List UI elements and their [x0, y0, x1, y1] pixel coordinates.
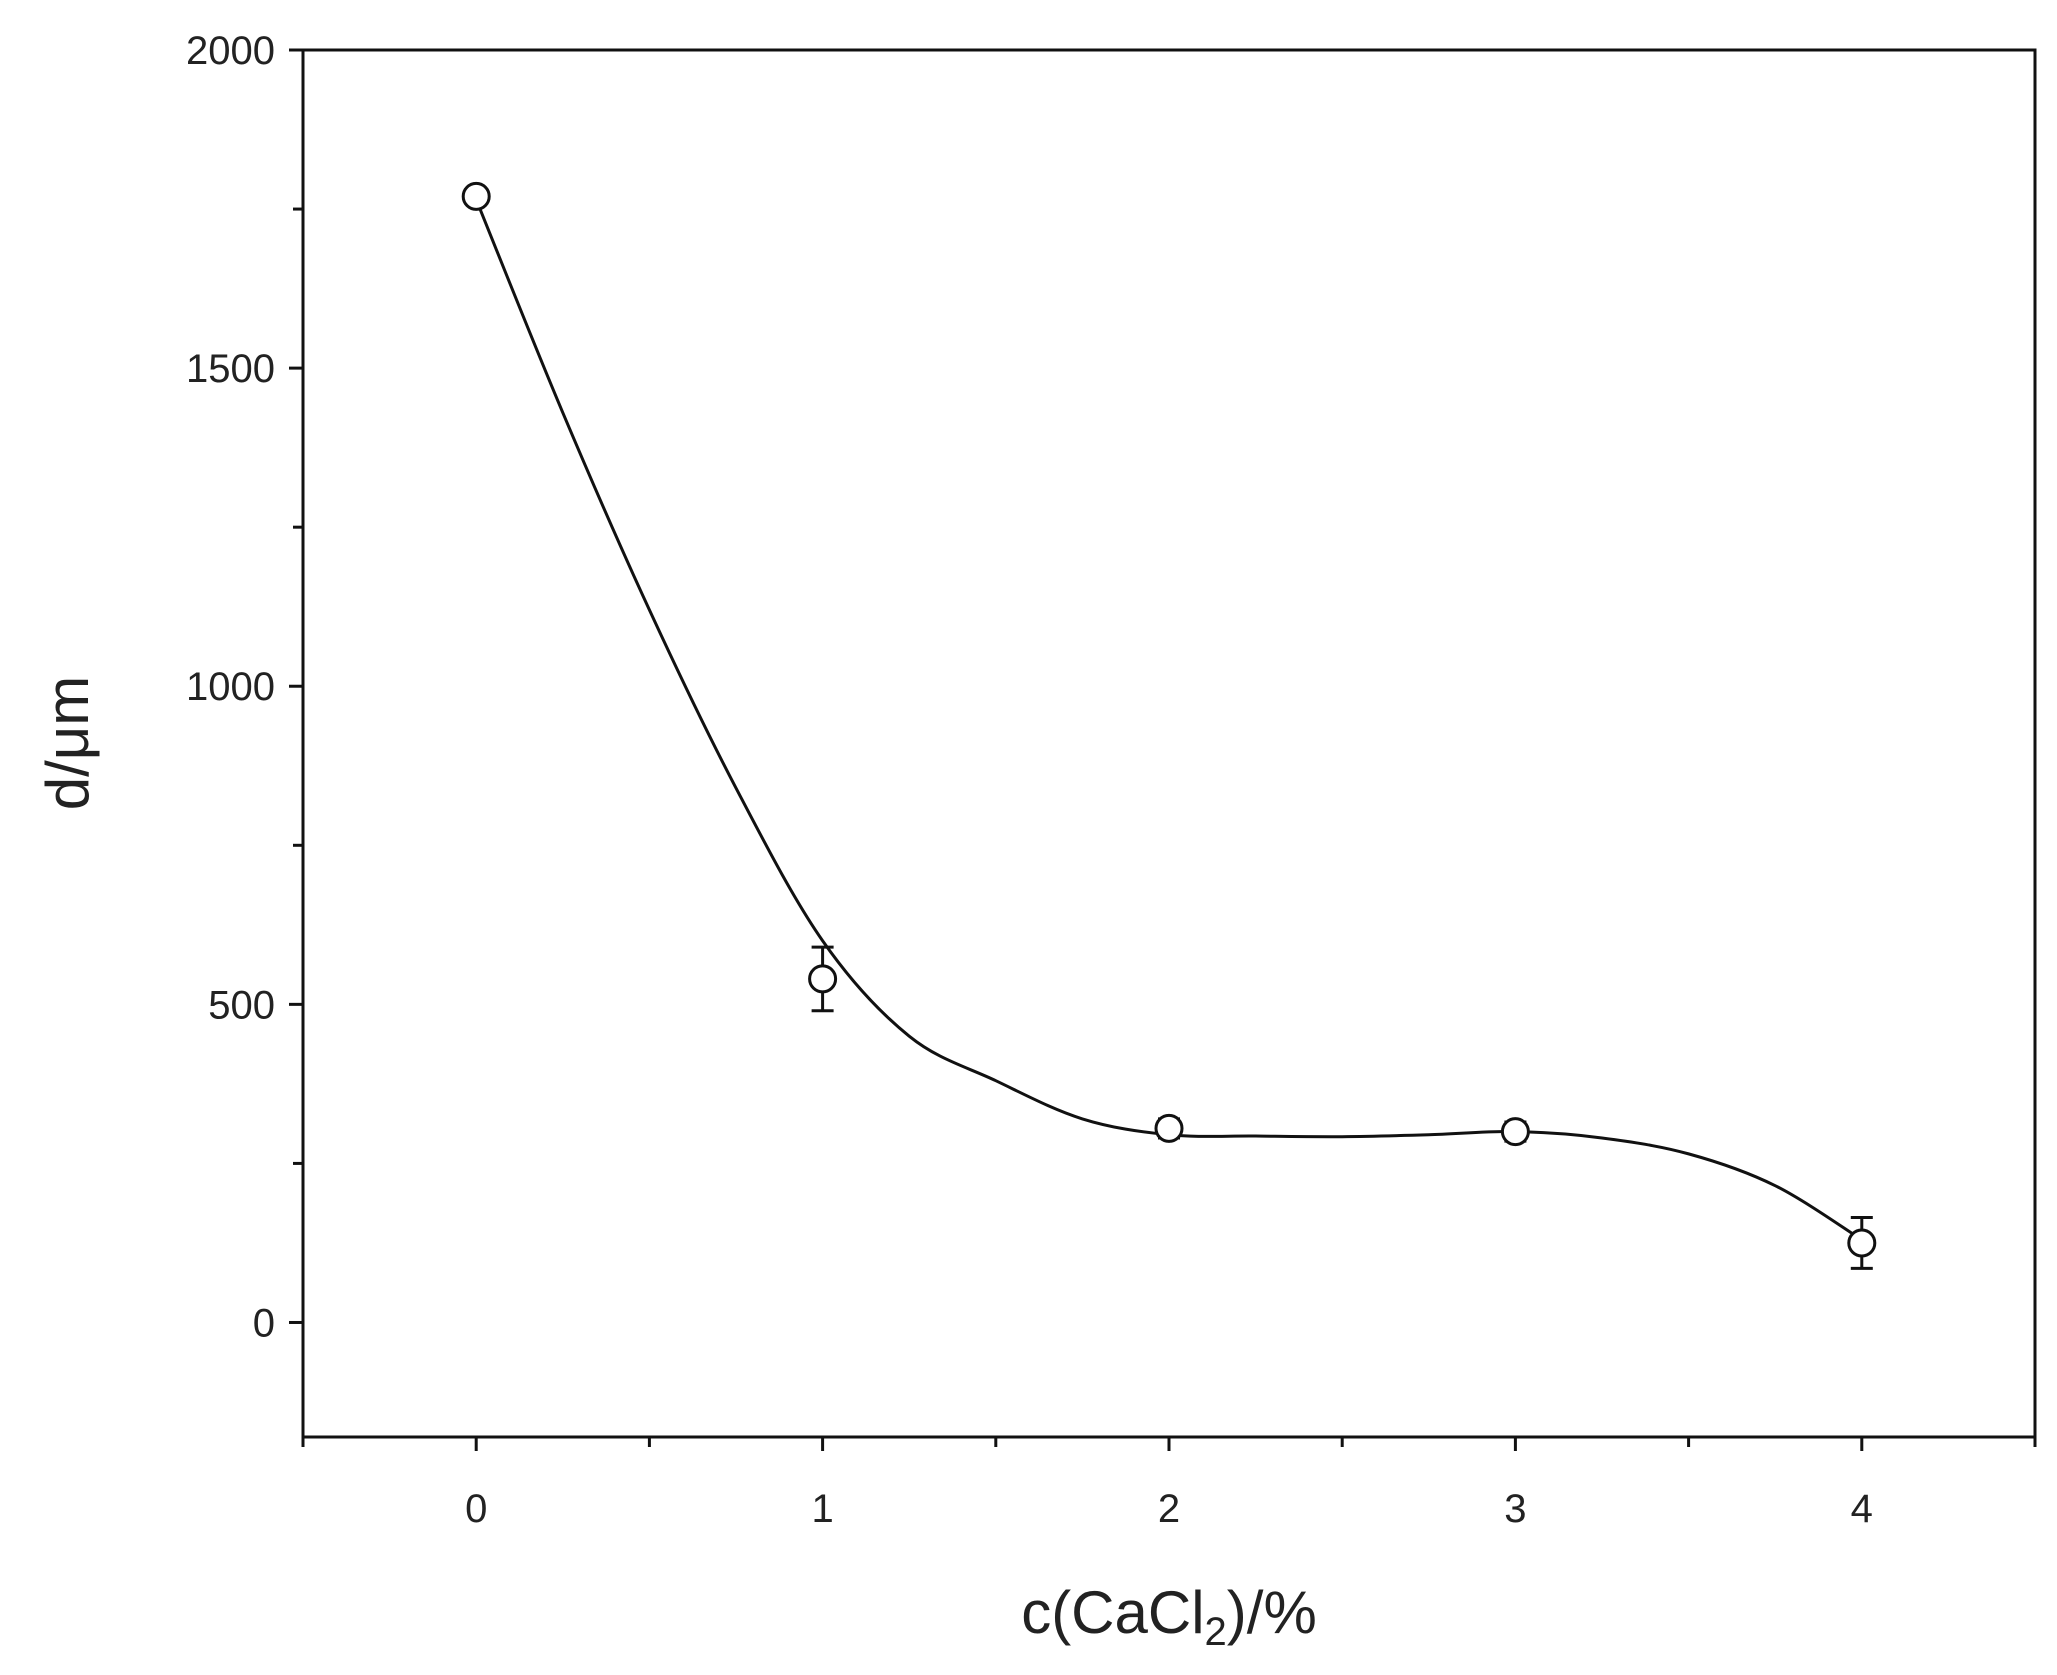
data-point — [808, 945, 838, 1013]
y-axis-ticks: 0 500 1000 1500 2000 — [186, 29, 303, 1345]
y-axis-title: d/μm — [34, 676, 101, 811]
y-tick-label: 500 — [208, 983, 275, 1027]
y-tick-label: 1500 — [186, 347, 275, 391]
plot-frame — [301, 48, 2037, 1439]
fit-curve — [474, 198, 1863, 1242]
marker — [1154, 1113, 1184, 1143]
x-tick-label: 4 — [1851, 1487, 1873, 1531]
x-axis-ticks: 0 1 2 3 4 — [301, 1437, 2037, 1531]
marker — [461, 181, 491, 211]
x-tick-label: 2 — [1158, 1487, 1180, 1531]
marker — [1500, 1117, 1530, 1147]
data-point — [461, 181, 491, 211]
y-tick-label: 0 — [253, 1301, 275, 1345]
data-point — [1500, 1117, 1530, 1147]
marker — [1847, 1228, 1877, 1258]
x-tick-label: 1 — [811, 1487, 833, 1531]
x-tick-label: 3 — [1504, 1487, 1526, 1531]
data-point — [1847, 1215, 1877, 1270]
x-axis-title: c(CaCl2)/% — [1021, 1579, 1317, 1654]
y-tick-label: 2000 — [186, 29, 275, 73]
x-tick-label: 0 — [465, 1487, 487, 1531]
marker — [808, 964, 838, 994]
y-tick-label: 1000 — [186, 665, 275, 709]
x-axis-title-base: c(CaCl — [1021, 1579, 1204, 1646]
data-points — [461, 181, 1877, 1270]
x-axis-title-subscript: 2 — [1205, 1610, 1227, 1654]
x-axis-title-tail: )/% — [1227, 1579, 1317, 1646]
data-point — [1154, 1113, 1184, 1143]
